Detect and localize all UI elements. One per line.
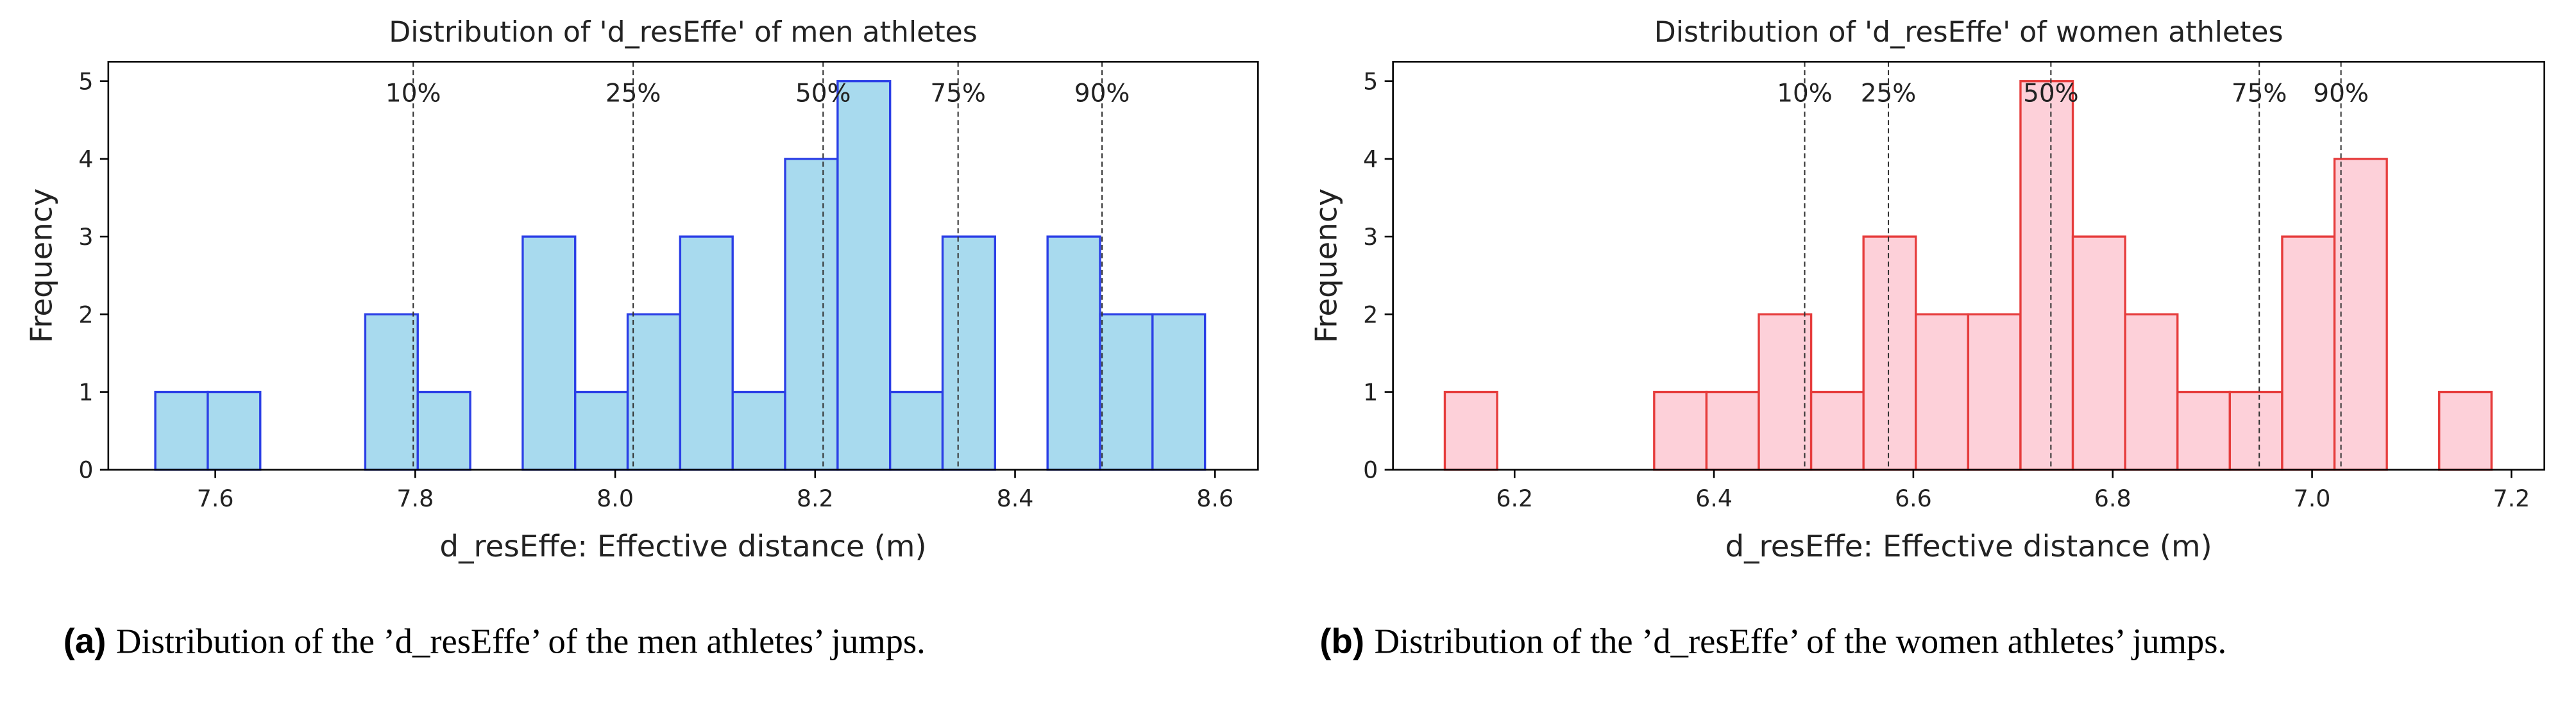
x-tick-label: 6.8 [2094,485,2131,512]
bar [731,390,786,471]
bar [2019,79,2074,471]
y-tick-label: 2 [78,301,93,328]
bar [679,235,734,471]
y-tick-label: 0 [78,456,93,484]
bar [1809,390,1865,471]
bar [416,390,471,471]
x-tick-label: 6.2 [1496,485,1533,512]
x-tick-label: 7.6 [197,485,234,512]
plot-frame [1392,61,2545,471]
bar [574,390,629,471]
caption-text: Distribution of the ’d_resEffe’ of the w… [1375,621,2226,660]
bar [784,158,839,471]
x-tick-label: 7.0 [2294,485,2331,512]
x-tick-label: 6.6 [1895,485,1932,512]
bar [941,235,997,471]
chart-title: Distribution of 'd_resEffe' of women ath… [1654,16,2284,49]
y-tick-label: 0 [1363,456,1378,484]
bar [207,390,262,471]
bar [2333,158,2388,471]
percentile-label: 10% [1777,79,1833,108]
bar [2228,390,2284,471]
y-tick-label: 4 [1363,146,1378,173]
x-tick-label: 6.4 [1695,485,1733,512]
bar [1915,313,1970,471]
bar [1443,390,1498,471]
bar [1046,235,1101,471]
bar [364,313,419,471]
caption-text: Distribution of the ’d_resEffe’ of the m… [116,621,926,660]
bar [1758,313,1813,471]
percentile-label: 50% [795,79,851,108]
caption-label: (b) [1319,621,1364,660]
bar [2281,235,2336,471]
y-tick-label: 1 [1363,379,1378,406]
percentile-label: 10% [386,79,441,108]
percentile-label: 75% [2232,79,2287,108]
y-tick-label: 4 [78,146,93,173]
bar [626,313,682,471]
percentile-label: 25% [606,79,661,108]
percentile-label: 50% [2023,79,2079,108]
y-axis-label: Frequency [1309,188,1344,344]
y-tick-label: 5 [1363,68,1378,96]
x-axis-label: d_resEffe: Effective distance (m) [1725,530,2212,564]
x-tick-label: 8.0 [597,485,634,512]
bar [2437,390,2493,471]
percentile-label: 90% [1074,79,1130,108]
bar [1653,390,1708,471]
x-tick-label: 7.8 [396,485,434,512]
bar [2124,313,2179,471]
y-tick-label: 2 [1363,301,1378,328]
x-axis-label: d_resEffe: Effective distance (m) [439,530,926,564]
bar [521,235,577,471]
y-tick-label: 3 [1363,223,1378,251]
x-tick-label: 8.2 [797,485,834,512]
y-tick-label: 5 [78,68,93,96]
percentile-label: 75% [930,79,986,108]
x-tick-label: 7.2 [2493,485,2530,512]
percentile-label: 90% [2313,79,2369,108]
y-tick-label: 3 [78,223,93,251]
caption-label: (a) [64,621,106,660]
y-axis-label: Frequency [25,188,60,344]
bar [1705,390,1760,471]
bar [1099,313,1154,471]
caption: (a) Distribution of the ’d_resEffe’ of th… [64,621,926,660]
bar [2071,235,2126,471]
x-tick-label: 8.6 [1196,485,1233,512]
bar [154,390,209,471]
bar [1151,313,1207,471]
bar [1967,313,2022,471]
percentile-label: 25% [1861,79,1917,108]
bar [2176,390,2232,471]
bar [836,79,892,471]
plot-frame [107,61,1259,471]
caption: (b) Distribution of the ’d_resEffe’ of th… [1319,621,2226,660]
chart-title: Distribution of 'd_resEffe' of men athle… [389,16,978,49]
bar [888,390,944,471]
x-tick-label: 8.4 [997,485,1034,512]
y-tick-label: 1 [78,379,93,406]
bar [1862,235,1917,471]
